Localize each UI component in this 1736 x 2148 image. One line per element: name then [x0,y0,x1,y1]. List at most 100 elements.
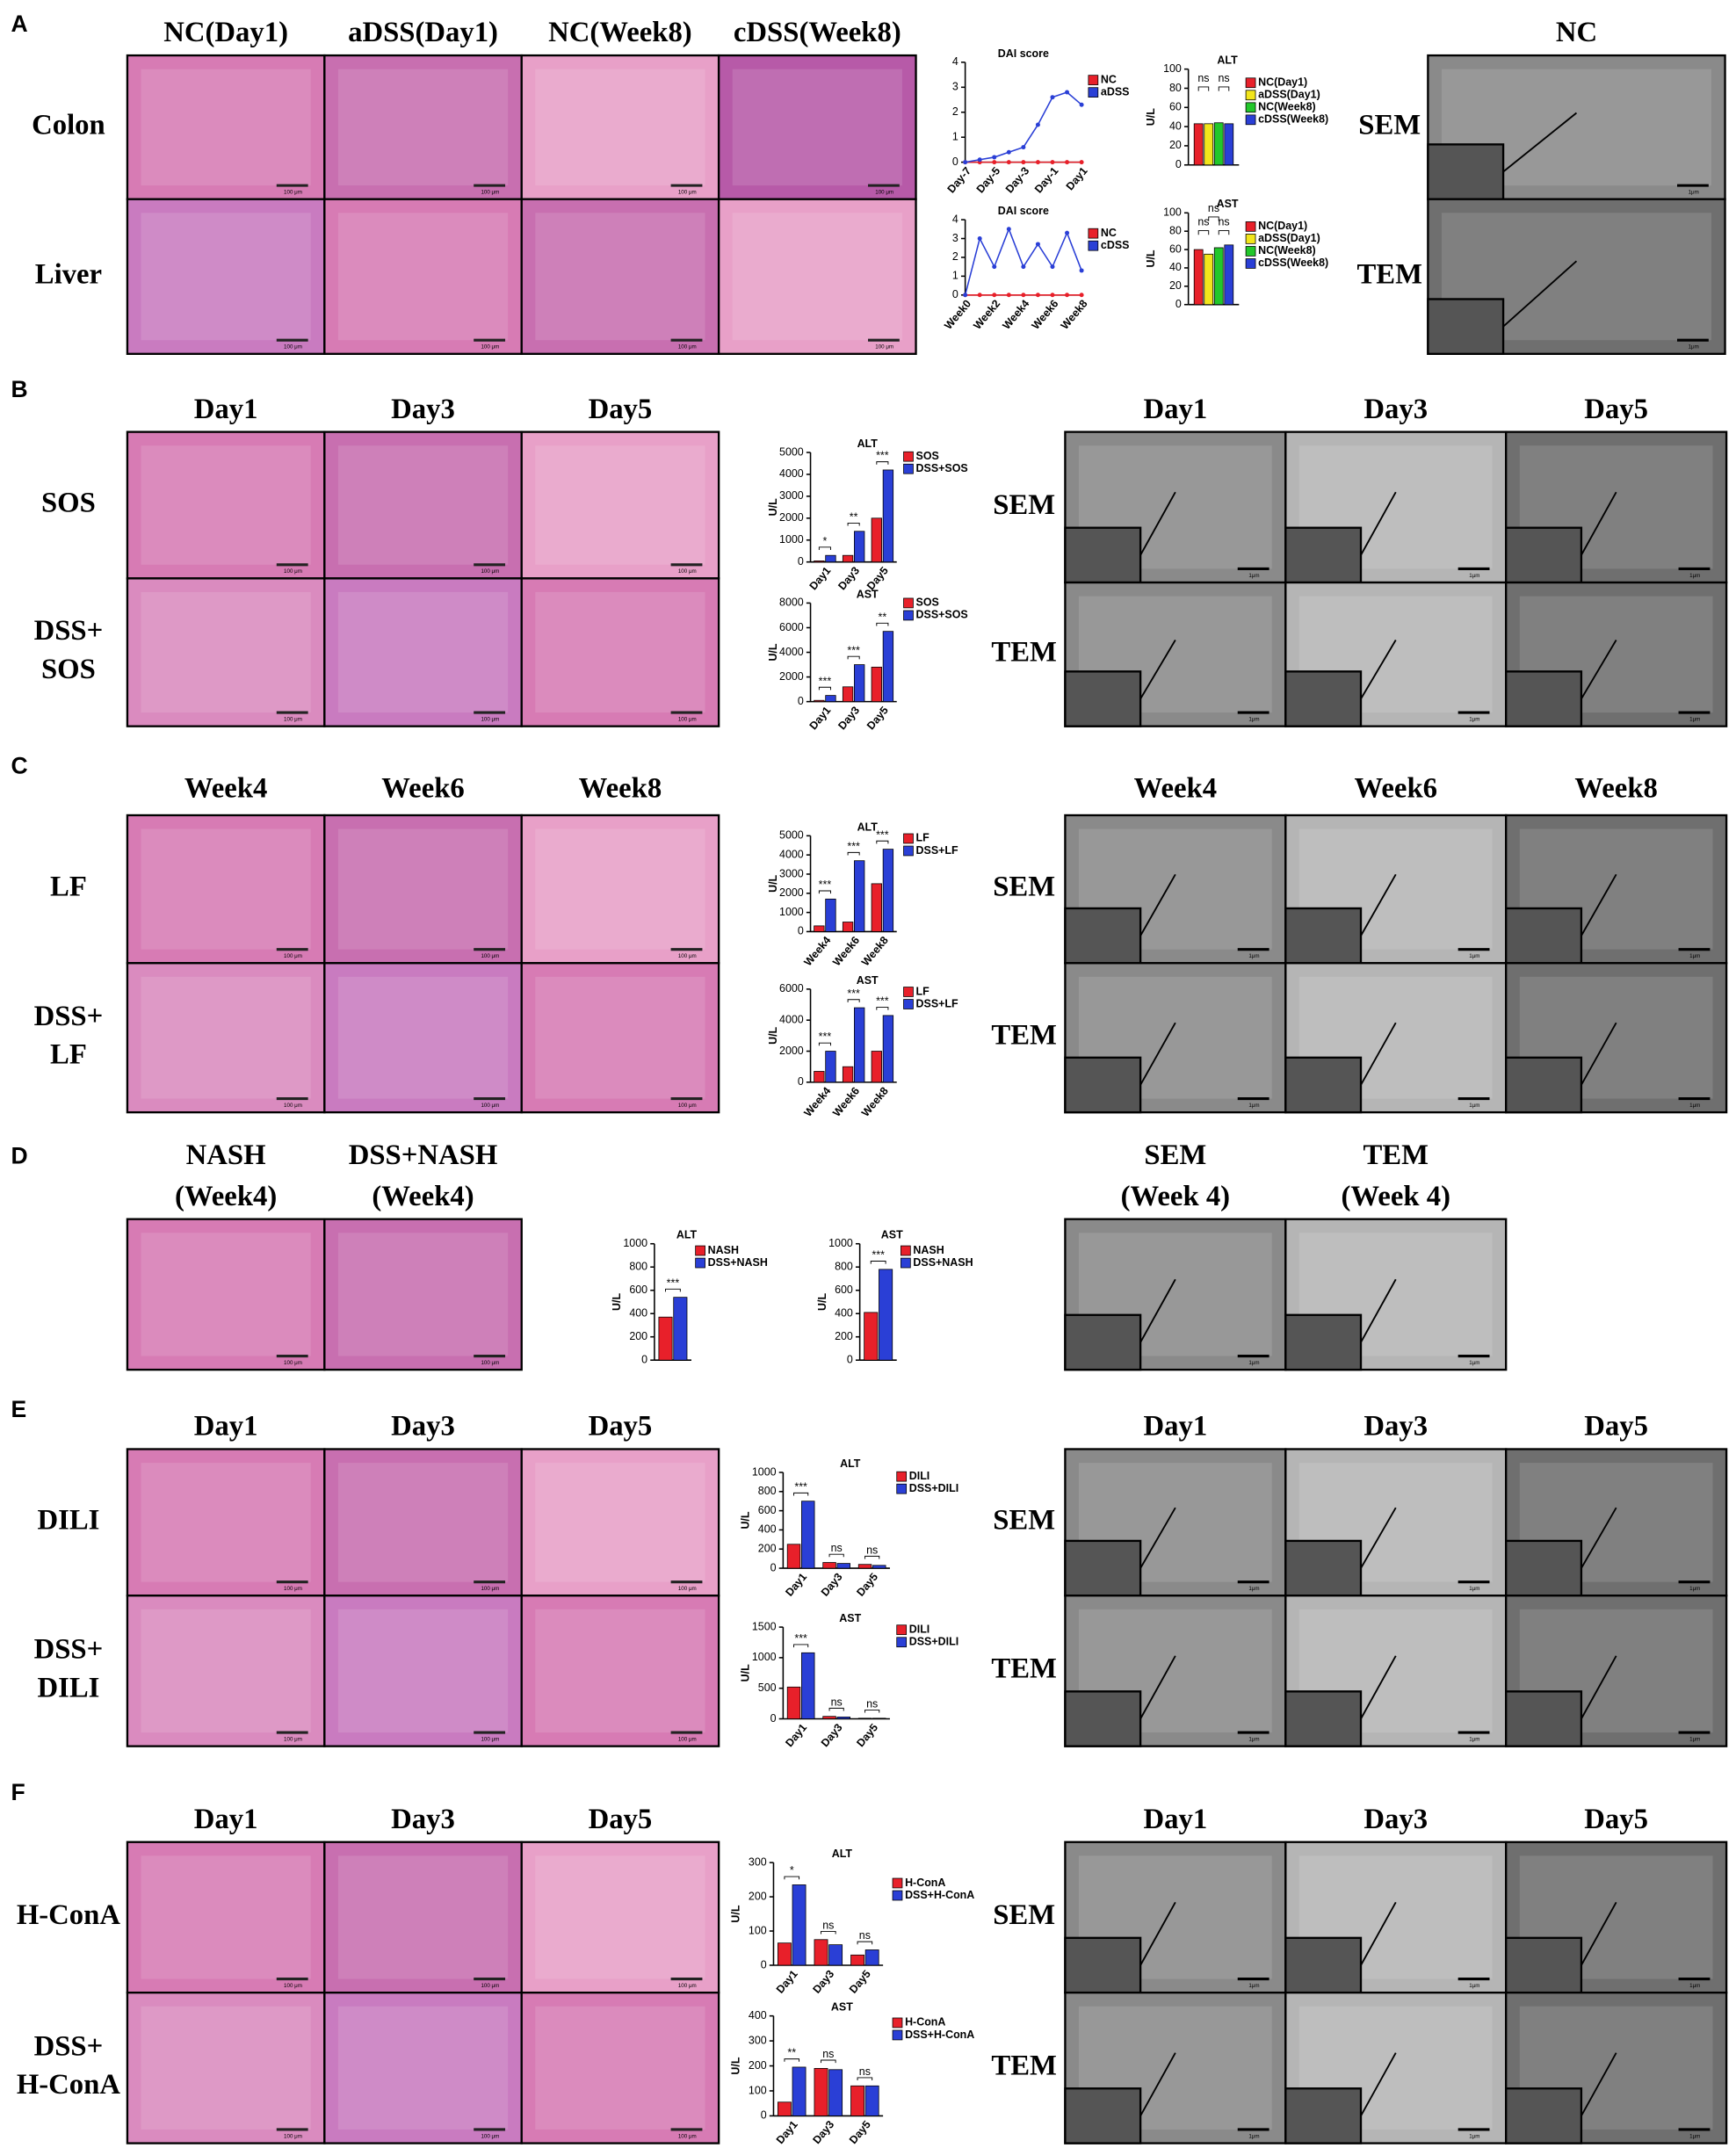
bar [836,1563,850,1569]
inset [1284,1056,1363,1114]
chart-title: AST [831,2001,853,2014]
column-header: Day5 [589,1411,653,1443]
column-header: Week6 [381,772,465,804]
column-header: Day3 [391,1804,455,1835]
significance: *** [872,1249,885,1262]
micrograph [323,1595,523,1747]
micrograph [323,1448,523,1597]
arrow [1360,1278,1397,1343]
column-header: Day3 [391,1411,455,1443]
texture [141,1463,311,1582]
bar [1204,123,1214,166]
y-tick-label: 80 [1169,82,1182,94]
row-label: SOS [41,654,96,685]
sig-bracket [847,851,860,856]
sig-bracket [864,1555,880,1559]
legend-label: SOS [916,450,939,462]
y-tick-label: 2000 [779,670,804,683]
scale-label: 100 μm [481,1586,499,1592]
scale-label: 1μm [1248,1360,1259,1366]
significance: ns [1197,72,1209,84]
scale-label: 100 μm [284,344,302,351]
micrograph [126,814,326,965]
point [1050,293,1055,298]
scale-label: 1μm [1248,1983,1259,1989]
legend-swatch [903,845,914,857]
micrograph [126,1218,326,1371]
column-header: SEM [1144,1139,1206,1171]
row-label: SEM [1358,109,1421,141]
legend-label: cDSS(Week8) [1258,257,1328,269]
legend-swatch [903,833,914,844]
significance: ns [822,2048,834,2060]
arrow [1580,640,1617,699]
scale-label: 1μm [1689,344,1699,351]
column-header: Day5 [589,1804,653,1835]
y-axis-label: U/L [767,1026,779,1044]
y-tick-label: 6000 [779,982,804,994]
micrograph [126,198,326,355]
y-tick-label: 2000 [779,886,804,899]
texture [141,1609,311,1733]
y-tick-label: 3 [952,232,958,244]
texture [535,213,705,341]
micrograph [323,962,523,1114]
scale-label: 100 μm [481,717,499,723]
legend-swatch [901,1245,911,1256]
y-tick-label: 400 [835,1307,853,1320]
bar [882,849,894,932]
sig-bracket [864,1709,880,1713]
legend-swatch [892,2017,903,2029]
chart-title: AST [1217,198,1239,210]
legend-swatch [1088,228,1099,239]
legend-label: aDSS [1101,85,1130,98]
scale-label: 1μm [1469,573,1479,579]
inset [1505,1539,1583,1597]
bar [792,1884,807,1966]
point [1065,230,1070,235]
bar [854,1007,865,1083]
scale-label: 1μm [1469,1103,1479,1109]
legend-swatch [903,610,914,621]
panel-label: B [11,376,27,402]
legend-swatch [903,463,914,474]
sig-bracket [821,1930,836,1935]
legend-label: DSS+LF [916,997,958,1009]
legend-swatch [1088,240,1099,251]
inset [1284,670,1363,727]
texture [535,1609,705,1733]
inset [1064,1936,1142,1994]
sig-bracket [1197,230,1210,235]
sig-bracket [1208,216,1219,221]
row-label: SOS [41,488,96,519]
legend-swatch [903,987,914,997]
texture [337,828,509,950]
legend-label: DSS+DILI [909,1482,958,1494]
sig-bracket [857,2077,873,2081]
column-header: Week4 [1134,772,1218,804]
scale-label: 100 μm [284,953,302,959]
scale-label: 1μm [1689,573,1700,579]
sig-bracket [876,461,889,465]
bar [1213,247,1224,306]
column-header: cDSS(Week8) [734,17,901,48]
bar [882,469,894,563]
sig-bracket [821,2059,836,2064]
arrow [1580,1655,1617,1719]
significance: *** [794,1480,807,1493]
point [977,157,982,163]
scale-label: 100 μm [678,568,697,575]
column-header: Day1 [1143,1411,1207,1443]
bar [850,2085,864,2116]
y-tick-label: 0 [761,2109,767,2122]
y-tick-label: 500 [758,1682,777,1694]
row-label: LF [50,871,87,903]
chart-title: ALT [1217,54,1238,67]
point [963,160,968,165]
y-tick-label: 5000 [779,445,804,458]
y-tick-label: 200 [629,1330,647,1342]
legend-label: DSS+SOS [916,609,968,621]
chart-title: AST [857,588,879,600]
bar [879,1269,893,1361]
bar [825,898,836,932]
